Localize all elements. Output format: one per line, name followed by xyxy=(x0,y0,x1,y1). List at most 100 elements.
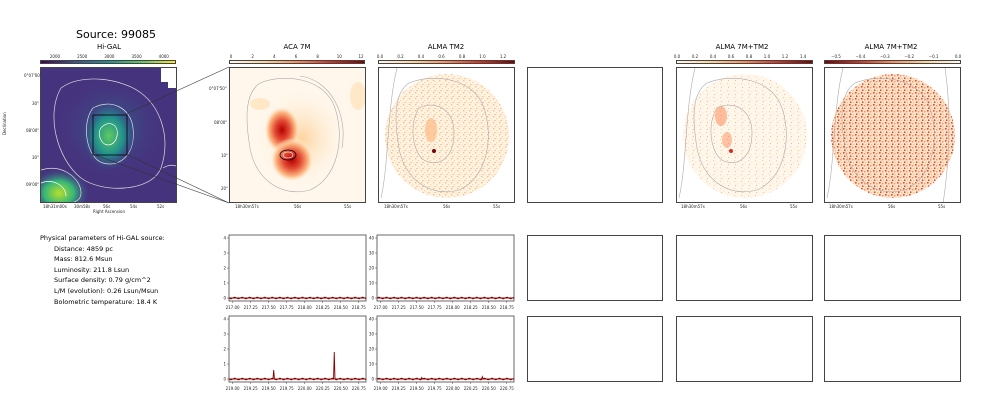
y-tick-label: 0 xyxy=(371,377,374,382)
y-tick: 10" xyxy=(221,153,228,158)
cbar-tick: 0.6 xyxy=(727,54,735,59)
spectrum-tm2-lower: 0 10 20 30 40 219.00 219.25 219.50 219.75 220.00 2… xyxy=(369,315,515,391)
x-tick-label: 217.00 xyxy=(374,305,388,310)
y-tick-label: 3 xyxy=(223,332,226,337)
y-tick-label: 3 xyxy=(223,251,226,256)
y-tick-label: 40 xyxy=(369,317,375,322)
y-tick-label: 2 xyxy=(223,347,226,352)
plot-frame xyxy=(228,234,367,302)
y-tick-label: 4 xyxy=(223,236,226,241)
combo1-title: ALMA 7M+TM2 xyxy=(715,43,769,51)
x-tick: 18h30m57s xyxy=(681,204,705,209)
higal-map xyxy=(40,67,177,203)
x-tick-label: 220.75 xyxy=(352,386,366,391)
y-tick: 30" xyxy=(32,155,39,160)
y-tick-label: 0 xyxy=(223,296,226,301)
x-tick-label: 218.75 xyxy=(500,305,514,310)
x-tick-label: 217.75 xyxy=(280,305,294,310)
cbar-tick: 10 xyxy=(336,54,342,59)
x-tick: 18h31m00s xyxy=(43,204,67,209)
cbar-tick: −0.3 xyxy=(879,54,890,59)
cbar-tick: 1.4 xyxy=(799,54,807,59)
cbar-tick: 3000 xyxy=(104,54,115,59)
cbar-tick: 2 xyxy=(251,54,254,59)
y-tick-label: 20 xyxy=(369,266,375,271)
x-tick-label: 220.25 xyxy=(316,386,330,391)
cbar-tick: 0.8 xyxy=(458,54,466,59)
tm2-map xyxy=(378,67,515,203)
y-tick-label: 2 xyxy=(223,266,226,271)
empty-map-panel xyxy=(527,67,663,203)
cbar-tick: 12 xyxy=(358,54,364,59)
empty-spectrum-panel xyxy=(676,235,813,301)
tm2-map-image xyxy=(379,68,514,202)
x-tick: 55s xyxy=(493,204,501,209)
y-tick-label: 40 xyxy=(369,236,375,241)
tm2-colorbar-ticks: 0.0 0.2 0.4 0.6 0.8 1.0 1.2 xyxy=(376,54,507,60)
x-tick-label: 218.75 xyxy=(352,305,366,310)
cbar-tick: 6 xyxy=(294,54,298,59)
y-tick-label: 1 xyxy=(223,362,226,367)
spectrum-line xyxy=(377,375,514,380)
cbar-tick: 1.2 xyxy=(499,54,507,59)
x-tick-label: 217.50 xyxy=(410,305,424,310)
y-tick: 09'00" xyxy=(26,182,40,187)
cbar-tick: 4 xyxy=(273,54,276,59)
x-tick: 55s xyxy=(938,204,946,209)
param-lm-ratio: L/M (evolution): 0.26 Lsun/Msun xyxy=(54,286,159,295)
cbar-tick: 0.0 xyxy=(673,54,681,59)
x-tick-label: 218.50 xyxy=(482,305,496,310)
x-tick-label: 219.75 xyxy=(280,386,294,391)
higal-colorbar xyxy=(40,60,176,64)
cbar-tick: 0.0 xyxy=(376,54,384,59)
x-tick-label: 220.75 xyxy=(500,386,514,391)
aca-title: ACA 7M xyxy=(283,43,311,51)
x-tick-label: 219.50 xyxy=(410,386,424,391)
cbar-tick: 0.6 xyxy=(438,54,445,59)
cbar-tick: −0.5 xyxy=(831,54,841,59)
x-tick-label: 217.00 xyxy=(226,305,240,310)
x-tick: 18h30m57s xyxy=(235,204,259,209)
cbar-tick: 1.2 xyxy=(781,54,789,59)
y-tick-label: 1 xyxy=(223,281,226,286)
empty-spectrum-panel xyxy=(824,235,961,301)
combo2-colorbar-ticks: −0.5 −0.4 −0.3 −0.2 −0.1 0.0 xyxy=(831,54,962,60)
x-tick: 56s xyxy=(103,204,111,209)
x-tick-label: 217.25 xyxy=(392,305,406,310)
y-tick: 08'00" xyxy=(214,120,228,125)
y-tick: 0°07'50" xyxy=(209,86,227,91)
cbar-tick: 0.2 xyxy=(397,54,404,59)
page-title: Source: 99085 xyxy=(76,28,156,41)
spectrum-aca-upper: 0 1 2 3 4 217.00 217.25 217.50 217.75 218.00 218.2… xyxy=(223,234,367,310)
plot-frame xyxy=(376,234,515,302)
cbar-tick: 4000 xyxy=(158,54,169,59)
plot-frame xyxy=(228,315,367,383)
y-tick: 0°07'00" xyxy=(24,73,42,78)
aca-colorbar-ticks: 0 2 4 6 8 10 12 xyxy=(229,54,364,60)
x-tick-label: 219.75 xyxy=(428,386,442,391)
x-tick-label: 217.25 xyxy=(244,305,258,310)
y-tick-label: 10 xyxy=(369,281,375,286)
x-tick-label: 220.00 xyxy=(298,386,312,391)
y-tick: 08'00" xyxy=(26,128,40,133)
cbar-tick: 0 xyxy=(229,54,233,59)
spectrum-line xyxy=(229,351,366,380)
cbar-tick: 8 xyxy=(316,54,319,59)
x-tick-label: 219.50 xyxy=(262,386,276,391)
x-tick: 52s xyxy=(157,204,165,209)
aca-colorbar xyxy=(229,60,365,64)
x-tick: 56s xyxy=(294,204,302,209)
params-heading: Physical parameters of Hi-GAL source: xyxy=(40,234,165,242)
x-tick: 18h30m57s xyxy=(384,204,408,209)
x-tick: 56s xyxy=(740,204,748,209)
x-tick-label: 220.25 xyxy=(464,386,478,391)
y-tick: 30" xyxy=(32,101,39,106)
x-tick-label: 219.00 xyxy=(374,386,388,391)
x-tick: 55s xyxy=(344,204,352,209)
y-tick-label: 0 xyxy=(371,296,374,301)
cbar-tick: 0.0 xyxy=(954,54,962,59)
x-tick-label: 218.25 xyxy=(464,305,478,310)
x-axis-label: Right Ascension xyxy=(93,209,125,214)
combo1-map xyxy=(676,67,813,203)
higal-title: Hi-GAL xyxy=(96,43,122,51)
